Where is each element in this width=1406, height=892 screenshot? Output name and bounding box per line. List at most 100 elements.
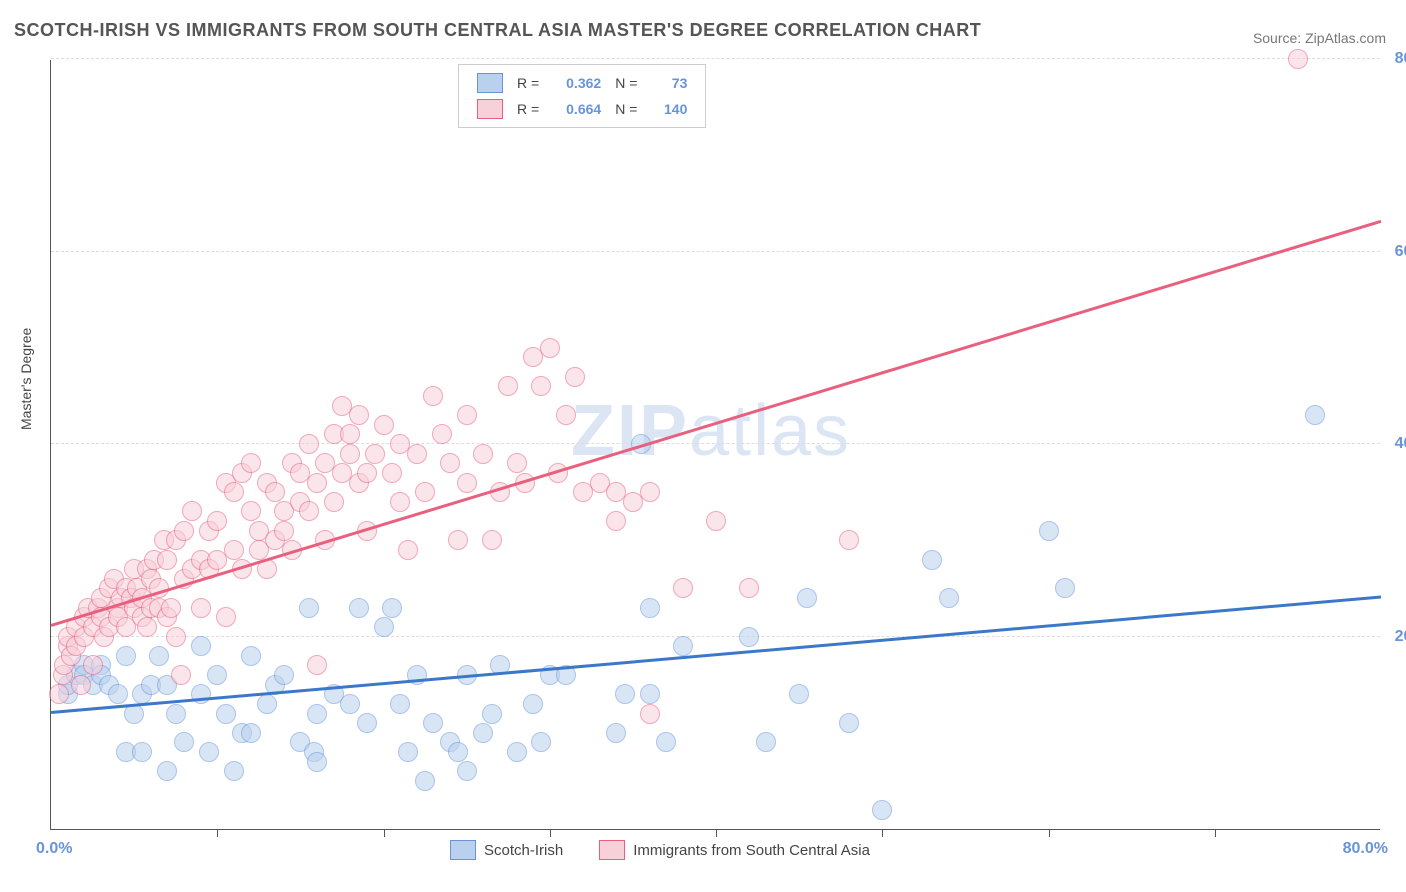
legend-stats-box: R = 0.362 N = 73 R = 0.664 N = 140 xyxy=(458,64,706,128)
data-point xyxy=(423,386,443,406)
data-point xyxy=(507,742,527,762)
data-point xyxy=(1039,521,1059,541)
data-point xyxy=(797,588,817,608)
data-point xyxy=(216,607,236,627)
data-point xyxy=(199,742,219,762)
data-point xyxy=(171,665,191,685)
r-label-2: R = xyxy=(511,97,545,121)
data-point xyxy=(307,655,327,675)
data-point xyxy=(307,752,327,772)
data-point xyxy=(241,646,261,666)
data-point xyxy=(498,376,518,396)
data-point xyxy=(166,627,186,647)
data-point xyxy=(448,742,468,762)
data-point xyxy=(523,694,543,714)
data-point xyxy=(789,684,809,704)
data-point xyxy=(340,424,360,444)
data-point xyxy=(739,627,759,647)
data-point xyxy=(415,482,435,502)
data-point xyxy=(390,492,410,512)
y-axis-label: 60.0% xyxy=(1395,243,1406,261)
data-point xyxy=(191,636,211,656)
data-point xyxy=(224,482,244,502)
legend-label-1: Scotch-Irish xyxy=(484,842,563,859)
data-point xyxy=(157,761,177,781)
data-point xyxy=(482,530,502,550)
data-point xyxy=(257,694,277,714)
data-point xyxy=(640,598,660,618)
n-value-1: 73 xyxy=(651,75,687,91)
data-point xyxy=(457,473,477,493)
data-point xyxy=(640,704,660,724)
data-point xyxy=(274,521,294,541)
data-point xyxy=(398,540,418,560)
data-point xyxy=(440,453,460,473)
legend-label-2: Immigrants from South Central Asia xyxy=(633,842,870,859)
x-axis-tick xyxy=(217,829,218,837)
data-point xyxy=(673,636,693,656)
data-point xyxy=(365,444,385,464)
data-point xyxy=(457,405,477,425)
data-point xyxy=(137,617,157,637)
data-point xyxy=(556,405,576,425)
gridline-h xyxy=(51,443,1380,444)
x-axis-tick xyxy=(550,829,551,837)
plot-area: ZIPatlas 20.0%40.0%60.0%80.0% xyxy=(50,60,1380,830)
data-point xyxy=(191,598,211,618)
data-point xyxy=(307,704,327,724)
data-point xyxy=(324,492,344,512)
data-point xyxy=(116,646,136,666)
r-value-1: 0.362 xyxy=(553,75,601,91)
data-point xyxy=(49,684,69,704)
data-point xyxy=(340,694,360,714)
data-point xyxy=(166,704,186,724)
data-point xyxy=(656,732,676,752)
data-point xyxy=(922,550,942,570)
data-point xyxy=(174,732,194,752)
gridline-h xyxy=(51,636,1380,637)
watermark-light: atlas xyxy=(689,391,851,471)
data-point xyxy=(423,713,443,733)
x-axis-tick xyxy=(1215,829,1216,837)
data-point xyxy=(299,434,319,454)
data-point xyxy=(540,338,560,358)
data-point xyxy=(1305,405,1325,425)
data-point xyxy=(615,684,635,704)
data-point xyxy=(241,453,261,473)
data-point xyxy=(448,530,468,550)
data-point xyxy=(531,732,551,752)
data-point xyxy=(407,444,427,464)
data-point xyxy=(382,463,402,483)
data-point xyxy=(224,761,244,781)
data-point xyxy=(108,684,128,704)
source-link[interactable]: ZipAtlas.com xyxy=(1305,30,1386,46)
data-point xyxy=(606,723,626,743)
source-attribution: Source: ZipAtlas.com xyxy=(1253,30,1386,46)
y-axis-label: 40.0% xyxy=(1395,435,1406,453)
x-axis-tick xyxy=(882,829,883,837)
y-axis-label: 20.0% xyxy=(1395,628,1406,646)
data-point xyxy=(507,453,527,473)
x-axis-label-min: 0.0% xyxy=(36,840,72,858)
x-axis-tick xyxy=(716,829,717,837)
data-point xyxy=(374,415,394,435)
data-point xyxy=(640,684,660,704)
data-point xyxy=(673,578,693,598)
data-point xyxy=(132,742,152,762)
data-point xyxy=(473,723,493,743)
data-point xyxy=(157,550,177,570)
data-point xyxy=(207,511,227,531)
data-point xyxy=(839,713,859,733)
data-point xyxy=(939,588,959,608)
data-point xyxy=(241,723,261,743)
data-point xyxy=(1288,49,1308,69)
data-point xyxy=(473,444,493,464)
data-point xyxy=(398,742,418,762)
data-point xyxy=(299,501,319,521)
legend-swatch-2 xyxy=(599,840,625,860)
data-point xyxy=(739,578,759,598)
data-point xyxy=(839,530,859,550)
data-point xyxy=(340,444,360,464)
data-point xyxy=(349,598,369,618)
legend-bottom: Scotch-Irish Immigrants from South Centr… xyxy=(450,840,870,860)
